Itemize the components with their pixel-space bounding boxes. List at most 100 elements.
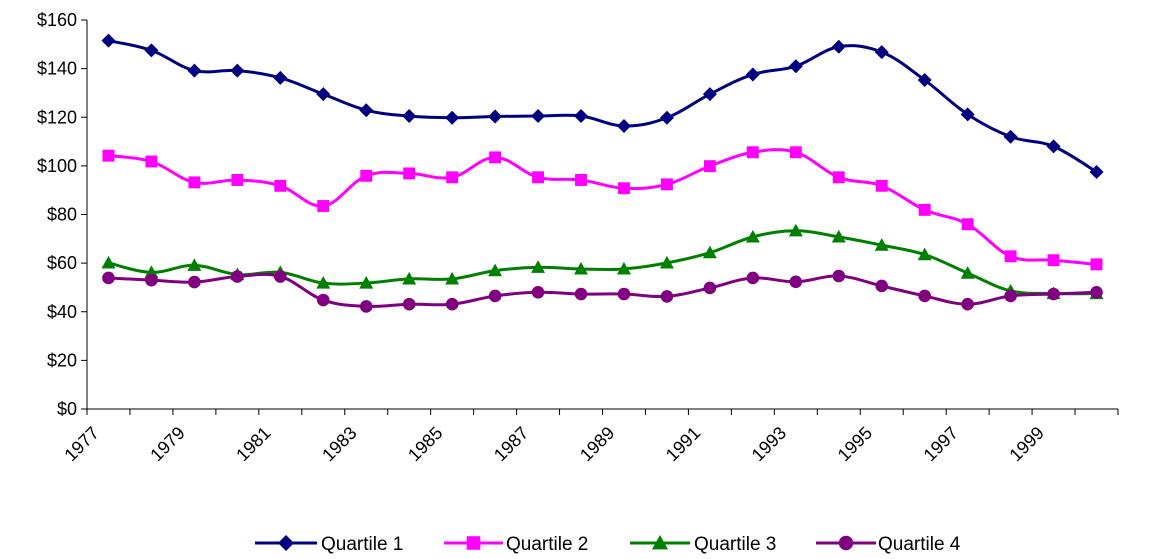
data-point-quartile-1 [659,110,674,125]
y-tick-label: $160 [37,10,77,30]
legend-marker-quartile-1 [278,535,294,551]
data-point-quartile-2 [274,179,287,192]
data-point-quartile-4 [961,297,974,311]
data-point-quartile-2 [660,178,673,191]
legend-label: Quartile 1 [321,534,403,555]
data-point-quartile-2 [489,151,502,164]
data-point-quartile-1 [531,109,546,124]
legend-item-quartile-4[interactable]: Quartile 4 [816,534,961,555]
data-point-quartile-1 [1003,129,1018,144]
data-point-quartile-3 [531,260,546,273]
data-point-quartile-2 [1047,254,1060,267]
legend-marker-quartile-3 [652,535,668,550]
data-point-quartile-3 [917,247,932,261]
data-point-quartile-3 [788,223,803,237]
legend-item-quartile-1[interactable]: Quartile 1 [255,534,403,555]
y-tick-label: $80 [47,205,77,225]
data-point-quartile-2 [832,171,845,184]
data-point-quartile-3 [488,263,503,277]
data-point-quartile-4 [274,270,287,283]
data-point-quartile-4 [617,287,631,301]
data-point-quartile-1 [445,110,460,125]
x-tick-label: 1999 [1006,423,1048,465]
data-point-quartile-2 [145,155,158,168]
data-point-quartile-2 [575,174,587,186]
data-point-quartile-3 [144,265,159,278]
data-point-quartile-4 [531,286,545,299]
legend-item-quartile-2[interactable]: Quartile 2 [444,534,588,555]
data-point-quartile-3 [745,229,760,243]
data-point-quartile-3 [659,255,674,269]
legend-marker-quartile-4 [838,535,854,551]
legend-label: Quartile 3 [694,534,776,555]
data-point-quartile-3 [616,261,631,275]
data-point-quartile-3 [574,261,589,275]
data-point-quartile-1 [874,45,889,60]
data-point-quartile-4 [445,297,459,311]
data-point-quartile-2 [746,146,759,159]
data-point-quartile-3 [831,229,846,243]
data-point-quartile-2 [875,179,888,192]
data-point-quartile-3 [101,255,116,269]
data-point-quartile-1 [187,63,202,78]
data-point-quartile-1 [1089,164,1104,179]
data-point-quartile-4 [660,290,674,303]
data-point-quartile-3 [402,271,417,285]
data-point-quartile-4 [1090,286,1103,299]
data-point-quartile-3 [702,245,717,259]
x-tick-label: 1991 [662,423,704,465]
data-point-quartile-1 [316,87,331,102]
data-point-quartile-3 [187,258,202,271]
y-tick-label: $20 [47,350,77,370]
data-point-quartile-2 [703,160,716,173]
series-line-quartile-2 [108,148,1097,266]
data-point-quartile-2 [317,200,330,212]
data-point-quartile-2 [618,182,630,195]
x-tick-label: 1979 [146,423,188,465]
data-point-quartile-4 [316,293,330,307]
data-point-quartile-2 [918,203,931,216]
y-tick-label: $140 [37,59,77,79]
data-point-quartile-2 [403,167,416,180]
data-point-quartile-2 [961,218,974,231]
data-point-quartile-1 [745,67,760,82]
series-quartile-1 [101,33,1104,179]
data-point-quartile-2 [789,146,802,159]
data-point-quartile-1 [359,103,374,118]
x-tick-label: 1987 [490,423,532,465]
data-point-quartile-2 [231,174,244,186]
x-tick-label: 1989 [576,423,618,465]
data-point-quartile-4 [574,287,588,301]
data-point-quartile-4 [359,300,373,313]
x-tick-label: 1995 [834,423,876,465]
data-point-quartile-1 [144,43,159,58]
data-point-quartile-3 [874,238,889,251]
data-point-quartile-2 [188,176,201,189]
data-point-quartile-1 [101,33,116,48]
data-point-quartile-4 [746,271,760,285]
legend[interactable]: Quartile 1 Quartile 2 Quartile 3 Quartile 4 [255,534,961,555]
data-point-quartile-3 [960,266,975,279]
data-point-quartile-1 [402,109,417,124]
y-tick-label: $120 [37,107,77,127]
data-point-quartile-2 [1090,258,1103,271]
legend-label: Quartile 2 [506,534,588,555]
data-point-quartile-1 [488,109,503,124]
data-point-quartile-4 [102,271,115,285]
data-point-quartile-4 [1047,287,1060,301]
data-point-quartile-4 [488,289,502,303]
x-tick-label: 1977 [60,423,102,465]
data-point-quartile-2 [446,171,459,184]
series-line-quartile-3 [108,229,1097,296]
data-point-quartile-3 [445,271,460,285]
legend-item-quartile-3[interactable]: Quartile 3 [630,534,776,555]
x-tick-label: 1985 [404,423,446,465]
y-tick-label: $0 [57,399,77,419]
y-tick-label: $60 [47,253,77,273]
data-point-quartile-1 [273,70,288,85]
legend-marker-quartile-2 [466,536,481,550]
data-point-quartile-4 [789,275,803,289]
y-tick-label: $100 [37,156,77,176]
